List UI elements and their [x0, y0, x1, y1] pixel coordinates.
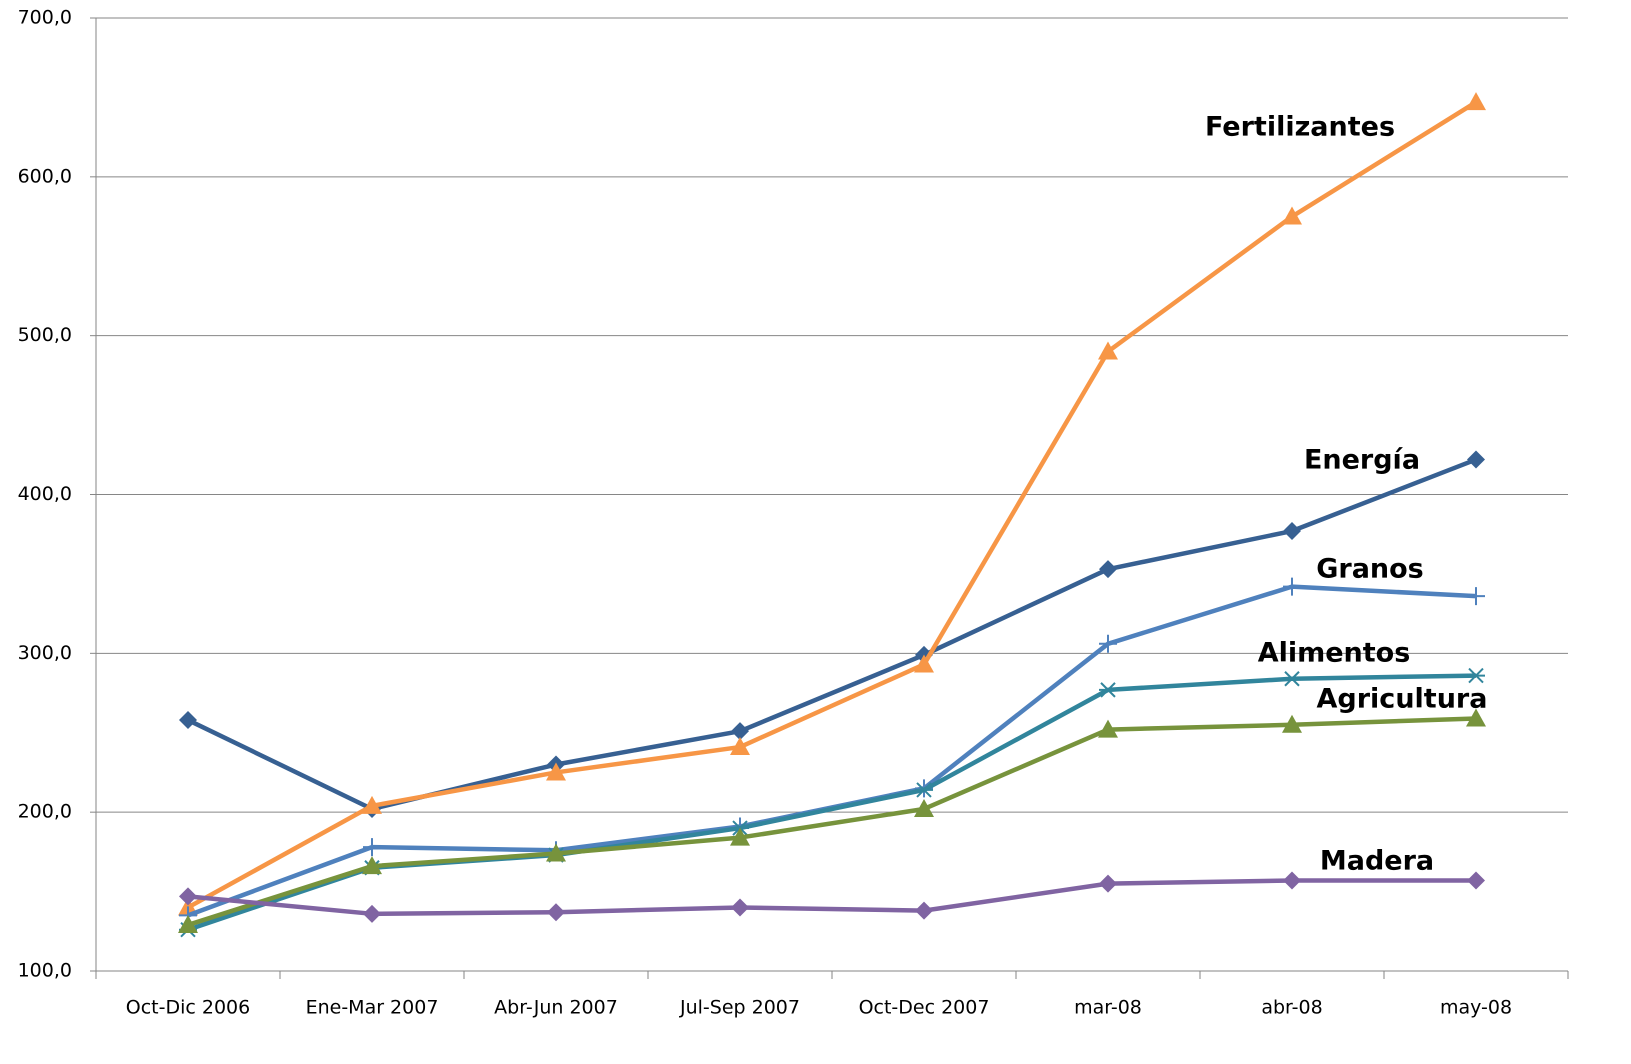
x-tick-label: Abr-Jun 2007 [494, 997, 618, 1019]
marker [1467, 587, 1485, 606]
marker [731, 898, 749, 917]
series-label: Agricultura [1317, 684, 1488, 715]
y-tick-label: 100,0 [18, 960, 72, 982]
marker [1283, 871, 1301, 890]
marker [1098, 341, 1118, 360]
x-tick-label: Jul-Sep 2007 [679, 997, 800, 1019]
series-label: Energía [1304, 445, 1420, 476]
series-label: Alimentos [1258, 638, 1411, 669]
y-tick-label: 200,0 [18, 801, 72, 823]
marker [363, 838, 381, 857]
marker [1099, 874, 1117, 893]
marker [362, 795, 382, 814]
marker [914, 798, 934, 817]
x-tick-label: may-08 [1440, 997, 1512, 1019]
marker [730, 827, 750, 846]
marker [1467, 450, 1485, 469]
x-tick-label: Oct-Dic 2006 [126, 997, 250, 1019]
marker [1098, 719, 1118, 738]
y-tick-label: 300,0 [18, 642, 72, 664]
marker [1283, 577, 1301, 596]
x-tick-label: Oct-Dec 2007 [859, 997, 990, 1019]
marker [1283, 671, 1301, 687]
marker [1099, 560, 1117, 579]
series-line [186, 100, 1478, 910]
series-label: Fertilizantes [1205, 112, 1395, 143]
marker [914, 654, 934, 673]
marker [1466, 92, 1486, 111]
marker [731, 722, 749, 741]
x-tick-label: abr-08 [1261, 997, 1322, 1019]
y-tick-label: 500,0 [18, 324, 72, 346]
marker [546, 843, 566, 862]
marker [1282, 206, 1302, 225]
y-tick-label: 700,0 [18, 7, 72, 29]
x-tick-label: Ene-Mar 2007 [306, 997, 439, 1019]
series-label: Granos [1316, 554, 1424, 585]
marker [1466, 708, 1486, 727]
marker [915, 901, 933, 920]
marker [1099, 682, 1117, 698]
marker [547, 903, 565, 922]
marker [915, 782, 933, 798]
marker [1467, 667, 1485, 684]
marker [178, 914, 198, 933]
marker [1467, 871, 1485, 890]
marker [362, 856, 382, 875]
marker [363, 904, 381, 923]
y-tick-label: 400,0 [18, 483, 72, 505]
marker [1283, 522, 1301, 541]
marker [179, 887, 197, 906]
marker [730, 737, 750, 756]
series-line [187, 716, 1477, 928]
marker [179, 711, 197, 730]
marker [1099, 634, 1117, 653]
series-label: Madera [1320, 846, 1434, 877]
marker [1282, 714, 1302, 733]
x-tick-label: mar-08 [1074, 997, 1142, 1019]
marker [546, 762, 566, 781]
series-line [187, 878, 1476, 917]
series-line [187, 457, 1477, 812]
y-tick-label: 600,0 [18, 165, 72, 187]
